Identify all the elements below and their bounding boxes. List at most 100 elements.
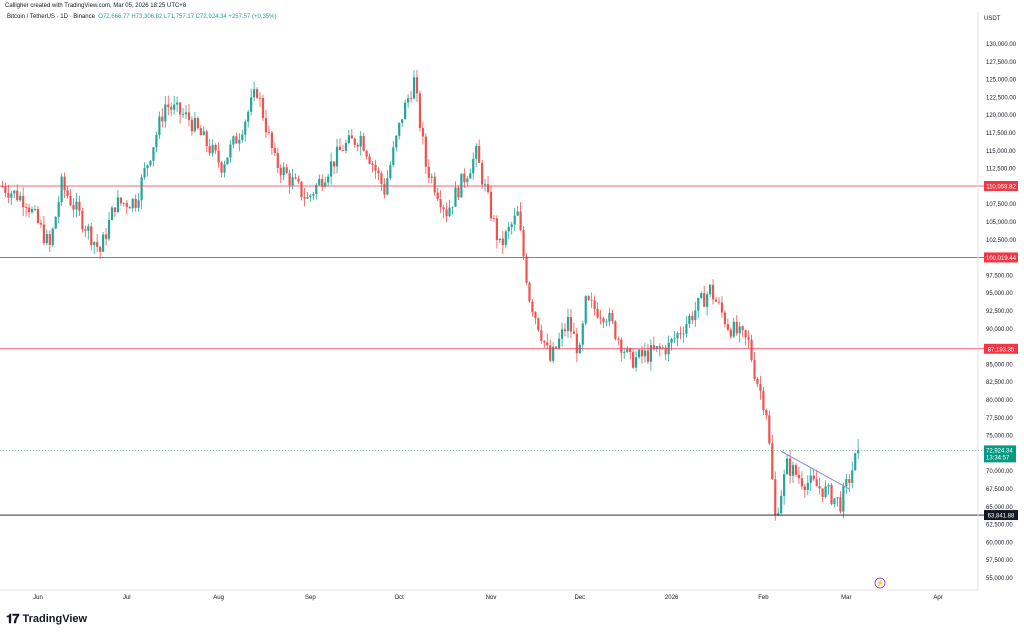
candle-body (783, 474, 786, 496)
candle-body (587, 296, 590, 300)
candle-body (96, 242, 99, 247)
candle-body (581, 323, 584, 345)
price-tick-label: 67,500.00 (986, 487, 1013, 493)
candle-body (498, 238, 501, 240)
candle-body (350, 135, 353, 139)
candle-body (303, 197, 306, 199)
candle-body (546, 342, 549, 346)
candle-body (572, 331, 576, 334)
candle-body (7, 192, 10, 198)
candle-body (196, 118, 199, 129)
candle-body (800, 478, 803, 487)
candle-body (762, 390, 765, 411)
candle-body (107, 220, 111, 239)
candle-body (848, 479, 851, 483)
currency-label[interactable]: USDT (984, 16, 1001, 22)
candle-body (652, 345, 655, 349)
candle-body (788, 458, 792, 476)
candle-body (466, 178, 469, 183)
candle-body (818, 486, 821, 489)
candle-body (664, 347, 667, 355)
ohlc-low: L71,757.17 (164, 14, 195, 20)
candle-body (454, 187, 457, 207)
price-tick-label: 122,500.00 (986, 95, 1017, 101)
candle-body (463, 173, 466, 183)
candle-body (75, 201, 78, 210)
candle-body (495, 218, 499, 240)
candle-body (750, 339, 753, 361)
candle-body (247, 111, 250, 122)
candle-body (99, 246, 102, 252)
candle-body (637, 349, 641, 358)
candle-body (377, 170, 380, 174)
candle-body (608, 312, 611, 322)
candle-body (711, 284, 715, 300)
candle-body (155, 135, 158, 148)
candle-body (537, 318, 540, 331)
candle-body (116, 197, 120, 212)
candle-body (842, 486, 845, 512)
candle-body (472, 158, 475, 174)
candle-body (753, 360, 756, 379)
price-tick-label: 115,000.00 (986, 149, 1016, 155)
price-chart[interactable]: 110,058.82 100,019.44 87,193.35 63,841.88 1… (0, 12, 1024, 620)
price-tick-label: 62,500.00 (986, 523, 1013, 529)
candle-body (93, 242, 96, 245)
level-label: 100,019.44 (986, 256, 1017, 262)
candle-body (439, 199, 442, 208)
candle-body (140, 177, 143, 201)
candle-body (445, 209, 448, 217)
candle-body (726, 324, 729, 330)
candle-body (670, 338, 673, 343)
price-tick-label: 60,000.00 (986, 540, 1013, 546)
candle-body (703, 293, 706, 307)
candle-body (291, 177, 294, 186)
candle-body (756, 378, 759, 385)
ohlc-close: C72,924.34 (195, 14, 227, 20)
candle-body (605, 321, 608, 323)
candle-body (549, 345, 552, 361)
candle-body (57, 202, 60, 217)
candle-body (691, 315, 694, 321)
candle-body (276, 152, 279, 168)
candle-body (45, 234, 48, 244)
candle-body (513, 215, 516, 225)
candle-body (634, 357, 638, 368)
candle-body (596, 308, 599, 318)
candle-body (688, 315, 691, 324)
candle-body (658, 346, 661, 349)
candle-body (421, 128, 424, 137)
candle-body (569, 317, 573, 332)
time-tick-label: Feb (758, 595, 769, 601)
price-tick-label: 85,000.00 (986, 362, 1013, 368)
candle-body (599, 317, 602, 319)
candle-body (161, 116, 164, 122)
candle-body (777, 513, 780, 516)
candle-body (294, 177, 297, 179)
candle-body (253, 89, 256, 98)
candle-body (738, 326, 741, 334)
candle-body (232, 136, 235, 145)
candle-body (857, 450, 860, 454)
candle-body (483, 184, 487, 186)
candle-body (676, 333, 679, 339)
candle-body (235, 136, 238, 144)
candle-body (706, 294, 709, 307)
candle-body (208, 146, 211, 154)
candle-body (478, 146, 481, 163)
candle-body (267, 132, 271, 133)
candle-body (167, 104, 170, 108)
candle-body (720, 302, 724, 313)
time-tick-label: Apr (933, 595, 942, 601)
candle-body (741, 326, 744, 331)
candle-body (368, 156, 371, 164)
candle-body (469, 173, 472, 179)
candle-body (146, 165, 149, 169)
candle-body (531, 301, 534, 313)
candle-body (673, 338, 676, 340)
candle-body (122, 202, 125, 204)
candle-body (830, 485, 833, 505)
candle-body (238, 139, 241, 144)
candle-body (839, 497, 842, 512)
candle-body (555, 346, 558, 349)
